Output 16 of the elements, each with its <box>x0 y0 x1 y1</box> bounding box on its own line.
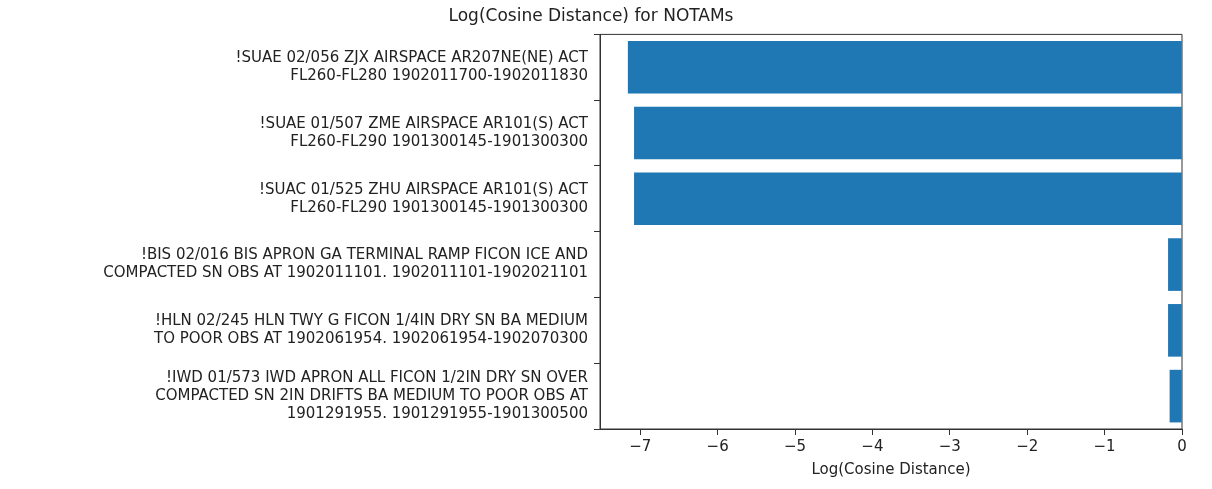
y-tick-label: !HLN 02/245 HLN TWY G FICON 1/4IN DRY SN BA MEDIUM TO POOR OBS AT 1902061954. 1902061954-1902070300 <box>153 311 588 348</box>
y-tick-label: !SUAE 02/056 ZJX AIRSPACE AR207NE(NE) ACT FL260-FL280 1902011700-1902011830 <box>235 48 589 85</box>
x-tick-label: −1 <box>1093 436 1116 455</box>
y-tick-label: !IWD 01/573 IWD APRON ALL FICON 1/2IN DRY SN OVER COMPACTED SN 2IN DRIFTS BA MEDIUM TO POOR OBS AT 1901291955. 1901291955-1901300500 <box>155 368 589 423</box>
chart-title: Log(Cosine Distance) for NOTAMs <box>448 4 734 25</box>
x-tick-label: −5 <box>783 436 807 455</box>
y-tick-label: !SUAC 01/525 ZHU AIRSPACE AR101(S) ACT FL260-FL290 1901300145-1901300300 <box>259 179 589 216</box>
x-tick-label: 0 <box>1177 436 1187 455</box>
y-tick-label: !SUAE 01/507 ZME AIRSPACE AR101(S) ACT FL260-FL290 1901300145-1901300300 <box>259 113 589 150</box>
x-tick-label: −7 <box>629 436 652 455</box>
x-tick-label: −2 <box>1016 436 1039 455</box>
x-axis-title: Log(Cosine Distance) <box>811 459 971 478</box>
x-tick-label: −6 <box>706 436 729 455</box>
y-tick-label: !BIS 02/016 BIS APRON GA TERMINAL RAMP FICON ICE AND COMPACTED SN OBS AT 1902011101. 1902011101-1902021101 <box>103 245 588 282</box>
x-tick-label: −4 <box>861 436 884 455</box>
x-tick-label: −3 <box>938 436 961 455</box>
